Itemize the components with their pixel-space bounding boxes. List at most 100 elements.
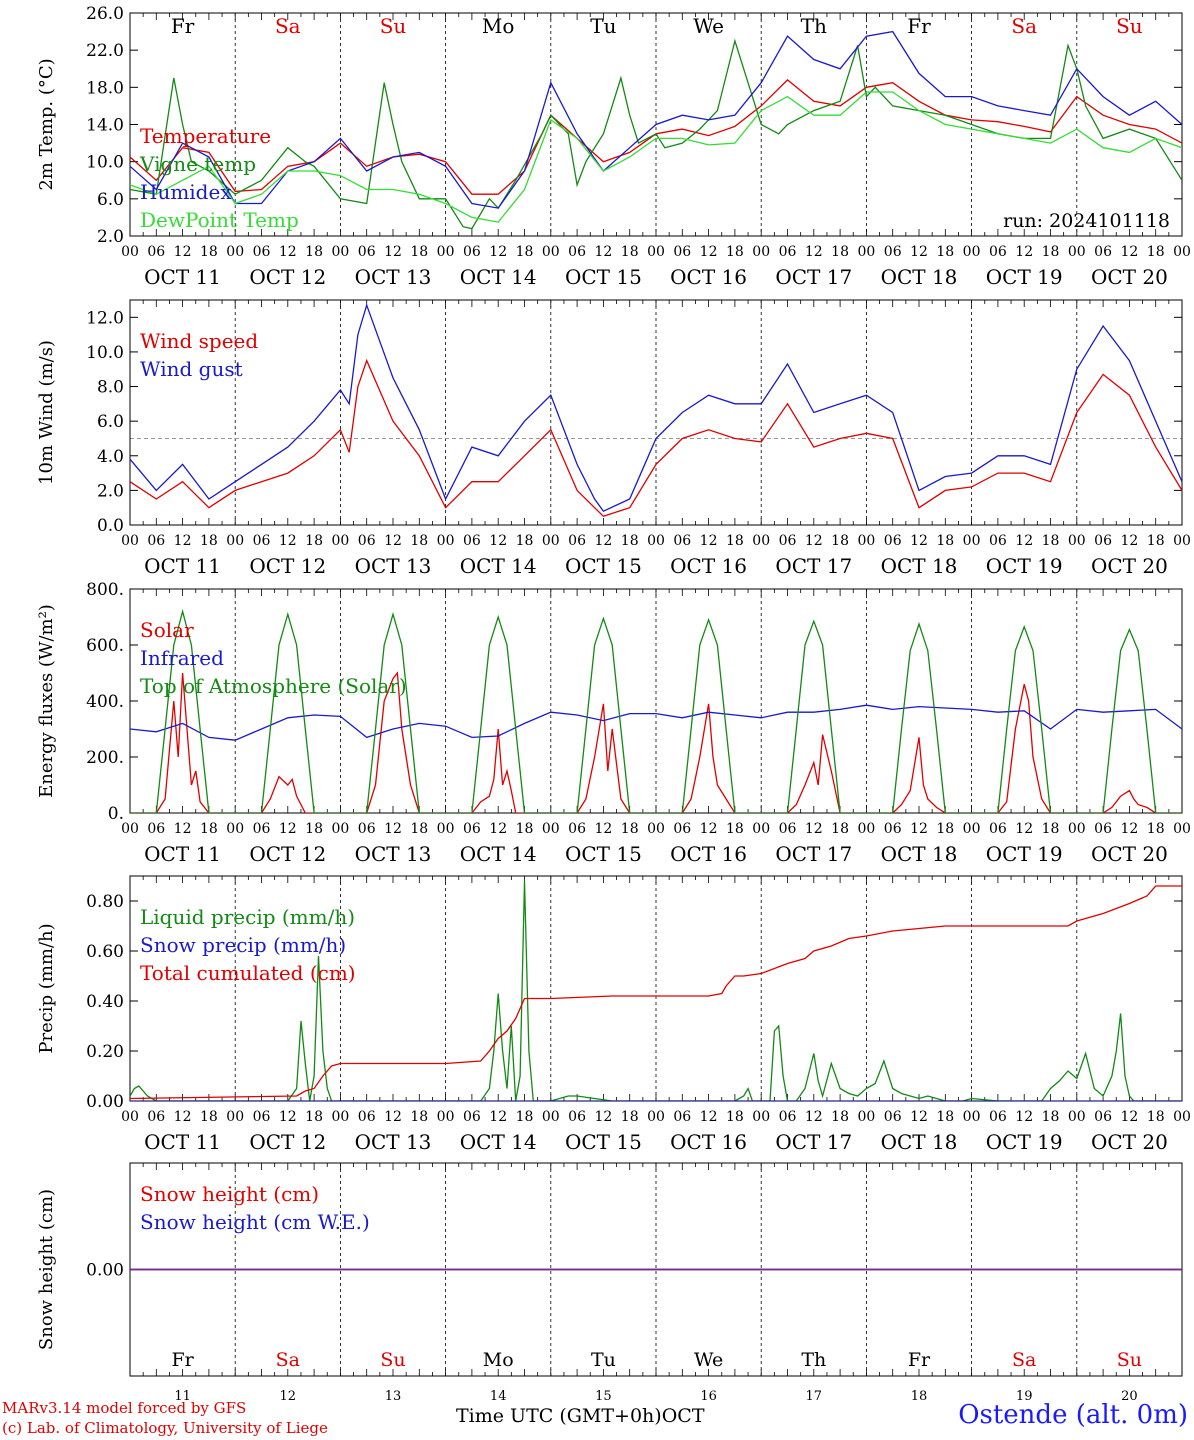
date-label: OCT 20 [1091, 554, 1168, 578]
y-tick-label: 14.0 [86, 116, 124, 136]
hour-tick-label: 12 [700, 533, 718, 549]
date-label: OCT 12 [249, 554, 326, 578]
day-number-label: 11 [174, 1389, 191, 1404]
hour-tick-label: 18 [726, 533, 744, 549]
panel-temp: 2.0 6.0 10.0 14.0 18.0 22.0 26.0 2m Temp. (°C) T… [36, 4, 1191, 289]
hour-tick-label: 18 [410, 821, 428, 837]
date-label: OCT 11 [144, 554, 221, 578]
hour-tick-label: 00 [857, 1109, 875, 1125]
legend-entry: Snow height (cm W.E.) [140, 1210, 370, 1234]
date-label: OCT 16 [670, 1130, 747, 1154]
hour-tick-label: 12 [174, 244, 192, 260]
hour-tick-label: 18 [1147, 533, 1165, 549]
hour-tick-label: 06 [463, 533, 481, 549]
day-name: Sa [1011, 14, 1037, 38]
hour-tick-label: 06 [147, 1109, 165, 1125]
day-name: Fr [908, 1349, 931, 1371]
hour-tick-label: 12 [594, 244, 612, 260]
series-solar [130, 671, 1182, 813]
date-label: OCT 15 [565, 554, 642, 578]
hour-tick-label: 12 [910, 821, 928, 837]
y-tick-label: 6.0 [97, 190, 124, 210]
hour-tick-label: 06 [147, 244, 165, 260]
date-label: OCT 18 [881, 554, 958, 578]
y-tick-label: 400. [86, 692, 124, 712]
hour-tick-label: 18 [621, 1109, 639, 1125]
run-label: run: 2024101118 [1003, 210, 1170, 232]
hour-tick-label: 12 [1015, 821, 1033, 837]
day-name: Tu [591, 1349, 616, 1371]
hour-tick-label: 06 [1094, 1109, 1112, 1125]
series-group [130, 880, 1182, 1101]
hour-tick-label: 12 [174, 1109, 192, 1125]
hour-tick-label: 12 [279, 533, 297, 549]
hour-tick-label: 12 [279, 821, 297, 837]
day-name: Sa [275, 14, 301, 38]
hour-tick-label: 18 [1147, 1109, 1165, 1125]
hour-tick-label: 06 [568, 533, 586, 549]
hour-tick-label: 12 [805, 1109, 823, 1125]
hour-tick-label: 00 [226, 821, 244, 837]
model-credit: MARv3.14 model forced by GFS [2, 1399, 247, 1417]
day-name: Sa [1012, 1349, 1036, 1371]
hour-tick-label: 12 [1015, 244, 1033, 260]
hour-tick-label: 18 [1042, 1109, 1060, 1125]
hour-tick-label: 00 [542, 1109, 560, 1125]
day-name: Mo [483, 1349, 514, 1371]
legend-entry: DewPoint Temp [140, 208, 299, 232]
hour-tick-label: 00 [752, 1109, 770, 1125]
hour-tick-label: 06 [463, 821, 481, 837]
hour-tick-label: 06 [463, 1109, 481, 1125]
hour-tick-label: 06 [673, 821, 691, 837]
hour-tick-label: 18 [621, 821, 639, 837]
hour-tick-label: 12 [489, 533, 507, 549]
hour-tick-label: 12 [594, 821, 612, 837]
hour-tick-label: 12 [700, 821, 718, 837]
day-name: Tu [590, 14, 616, 38]
y-tick-label: 8.0 [97, 378, 124, 398]
date-label: OCT 14 [460, 1130, 537, 1154]
day-name: Mo [482, 14, 515, 38]
y-axis-label: Snow height (cm) [36, 1189, 57, 1350]
hour-tick-label: 00 [437, 821, 455, 837]
hour-tick-label: 12 [1015, 1109, 1033, 1125]
hour-tick-label: 18 [726, 244, 744, 260]
y-tick-label: 10.0 [86, 153, 124, 173]
lab-credit: (c) Lab. of Climatology, University of L… [2, 1419, 328, 1437]
hour-tick-label: 18 [305, 821, 323, 837]
hour-tick-label: 00 [542, 821, 560, 837]
hour-tick-label: 00 [226, 1109, 244, 1125]
hour-tick-label: 06 [779, 1109, 797, 1125]
panel-precip: 0.00 0.20 0.40 0.60 0.80 Precip (mm/h) Liquid … [36, 875, 1191, 1154]
y-tick-label: 0.0 [97, 516, 124, 536]
hour-tick-label: 12 [805, 244, 823, 260]
hour-tick-label: 06 [989, 1109, 1007, 1125]
panel-snow: 0.00 Snow height (cm) Snow height (cm) Snow… [36, 1162, 1183, 1404]
hour-tick-label: 00 [542, 244, 560, 260]
hour-tick-label: 18 [936, 533, 954, 549]
legend-entry: Snow height (cm) [140, 1182, 319, 1206]
hour-tick-label: 18 [936, 1109, 954, 1125]
hour-tick-label: 18 [410, 533, 428, 549]
y-axis-label: Energy fluxes (W/m²) [36, 604, 57, 798]
hour-tick-label: 18 [516, 1109, 534, 1125]
date-label: OCT 15 [565, 1130, 642, 1154]
hour-tick-label: 18 [200, 1109, 218, 1125]
hour-tick-label: 18 [831, 533, 849, 549]
hour-tick-label: 12 [1120, 1109, 1138, 1125]
hour-tick-label: 12 [489, 1109, 507, 1125]
y-axis-label: 10m Wind (m/s) [36, 340, 57, 485]
day-name: Fr [171, 1349, 194, 1371]
hour-tick-label: 00 [331, 244, 349, 260]
day-number-label: 19 [1016, 1389, 1033, 1404]
hour-tick-label: 18 [1042, 821, 1060, 837]
hour-tick-label: 18 [621, 244, 639, 260]
panel-wind: 0.0 2.0 4.0 6.0 8.0 10.0 12.0 10m Wind (m/s) Win… [36, 299, 1191, 578]
hour-tick-label: 18 [726, 821, 744, 837]
hour-tick-label: 12 [594, 1109, 612, 1125]
hour-tick-label: 18 [831, 821, 849, 837]
hour-tick-label: 00 [226, 533, 244, 549]
hour-tick-label: 12 [174, 821, 192, 837]
hour-tick-label: 06 [989, 821, 1007, 837]
